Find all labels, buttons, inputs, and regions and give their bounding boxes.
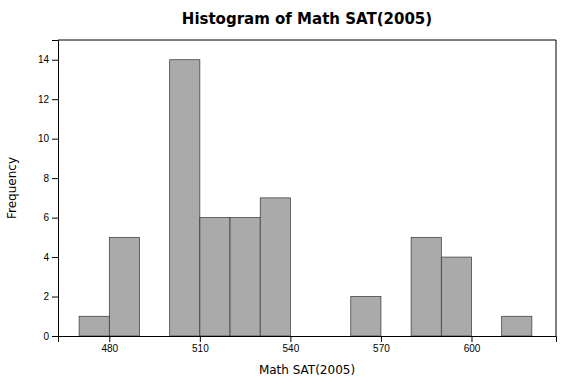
y-tick-label: 12 xyxy=(38,94,50,105)
bar xyxy=(471,336,501,337)
bar xyxy=(290,336,320,337)
y-tick-label: 0 xyxy=(43,331,49,342)
y-tick-label: 4 xyxy=(43,252,49,263)
y-tick-label: 14 xyxy=(38,54,50,65)
title: Histogram of Math SAT(2005) xyxy=(182,10,432,28)
bar xyxy=(381,336,411,337)
x-tick-label: 510 xyxy=(192,343,209,354)
x-tick: 570 xyxy=(373,336,390,354)
y-tick: 2 xyxy=(43,291,58,302)
y-tick-mark xyxy=(52,178,58,179)
bar xyxy=(321,336,351,337)
x-tick: 480 xyxy=(101,336,118,354)
bar xyxy=(351,297,381,336)
chart: 480 510 540 570 600 0 2 4 6 8 10 12 14 Histogram of M… xyxy=(0,0,576,384)
y-tick: 10 xyxy=(38,133,58,144)
x-tick-label: 540 xyxy=(283,343,300,354)
x-tick-label: 480 xyxy=(101,343,118,354)
bar xyxy=(411,237,441,336)
y-tick: 12 xyxy=(38,94,58,105)
frame xyxy=(556,40,557,336)
x-tick: 540 xyxy=(283,336,300,354)
y-tick: 14 xyxy=(38,54,58,65)
y-tick-label: 2 xyxy=(43,291,49,302)
y-tick-mark xyxy=(52,297,58,298)
y-tick-label: 10 xyxy=(38,133,50,144)
y-tick-label: 8 xyxy=(43,173,49,184)
x-axis-title: Math SAT(2005) xyxy=(259,363,355,377)
x-axis-line xyxy=(59,337,557,343)
x-tick: 600 xyxy=(464,336,481,354)
y-tick: 0 xyxy=(43,331,58,342)
frame xyxy=(58,40,556,41)
x-tick-mark xyxy=(471,336,472,342)
y-tick: 4 xyxy=(43,252,58,263)
bars xyxy=(79,60,532,336)
bar xyxy=(170,60,200,336)
x-tick-mark xyxy=(381,336,382,342)
y-tick-mark xyxy=(52,257,58,258)
bar xyxy=(200,218,230,336)
y-tick-mark xyxy=(52,218,58,219)
y-tick-label: 6 xyxy=(43,212,49,223)
y-axis-line xyxy=(52,41,59,337)
bar xyxy=(109,237,139,336)
y-tick: 8 xyxy=(43,173,58,184)
bar xyxy=(502,316,532,336)
x-tick-mark xyxy=(290,336,291,342)
y-tick-mark xyxy=(52,139,58,140)
x-tick-label: 570 xyxy=(373,343,390,354)
x-axis: 480 510 540 570 600 xyxy=(59,336,557,354)
y-tick: 6 xyxy=(43,212,58,223)
bar xyxy=(441,257,471,336)
y-tick-mark xyxy=(52,60,58,61)
y-axis: 0 2 4 6 8 10 12 14 xyxy=(38,41,59,342)
y-axis-title: Frequency xyxy=(5,157,19,219)
x-tick-mark xyxy=(200,336,201,342)
x-tick-mark xyxy=(109,336,110,342)
bar xyxy=(260,198,290,336)
bar xyxy=(230,218,260,336)
bar xyxy=(139,336,169,337)
plot: 480 510 540 570 600 0 2 4 6 8 10 12 14 xyxy=(38,40,557,354)
x-tick-label: 600 xyxy=(464,343,481,354)
y-tick-mark xyxy=(52,99,58,100)
x-tick: 510 xyxy=(192,336,209,354)
bar xyxy=(79,316,109,336)
y-tick-mark xyxy=(52,336,58,337)
